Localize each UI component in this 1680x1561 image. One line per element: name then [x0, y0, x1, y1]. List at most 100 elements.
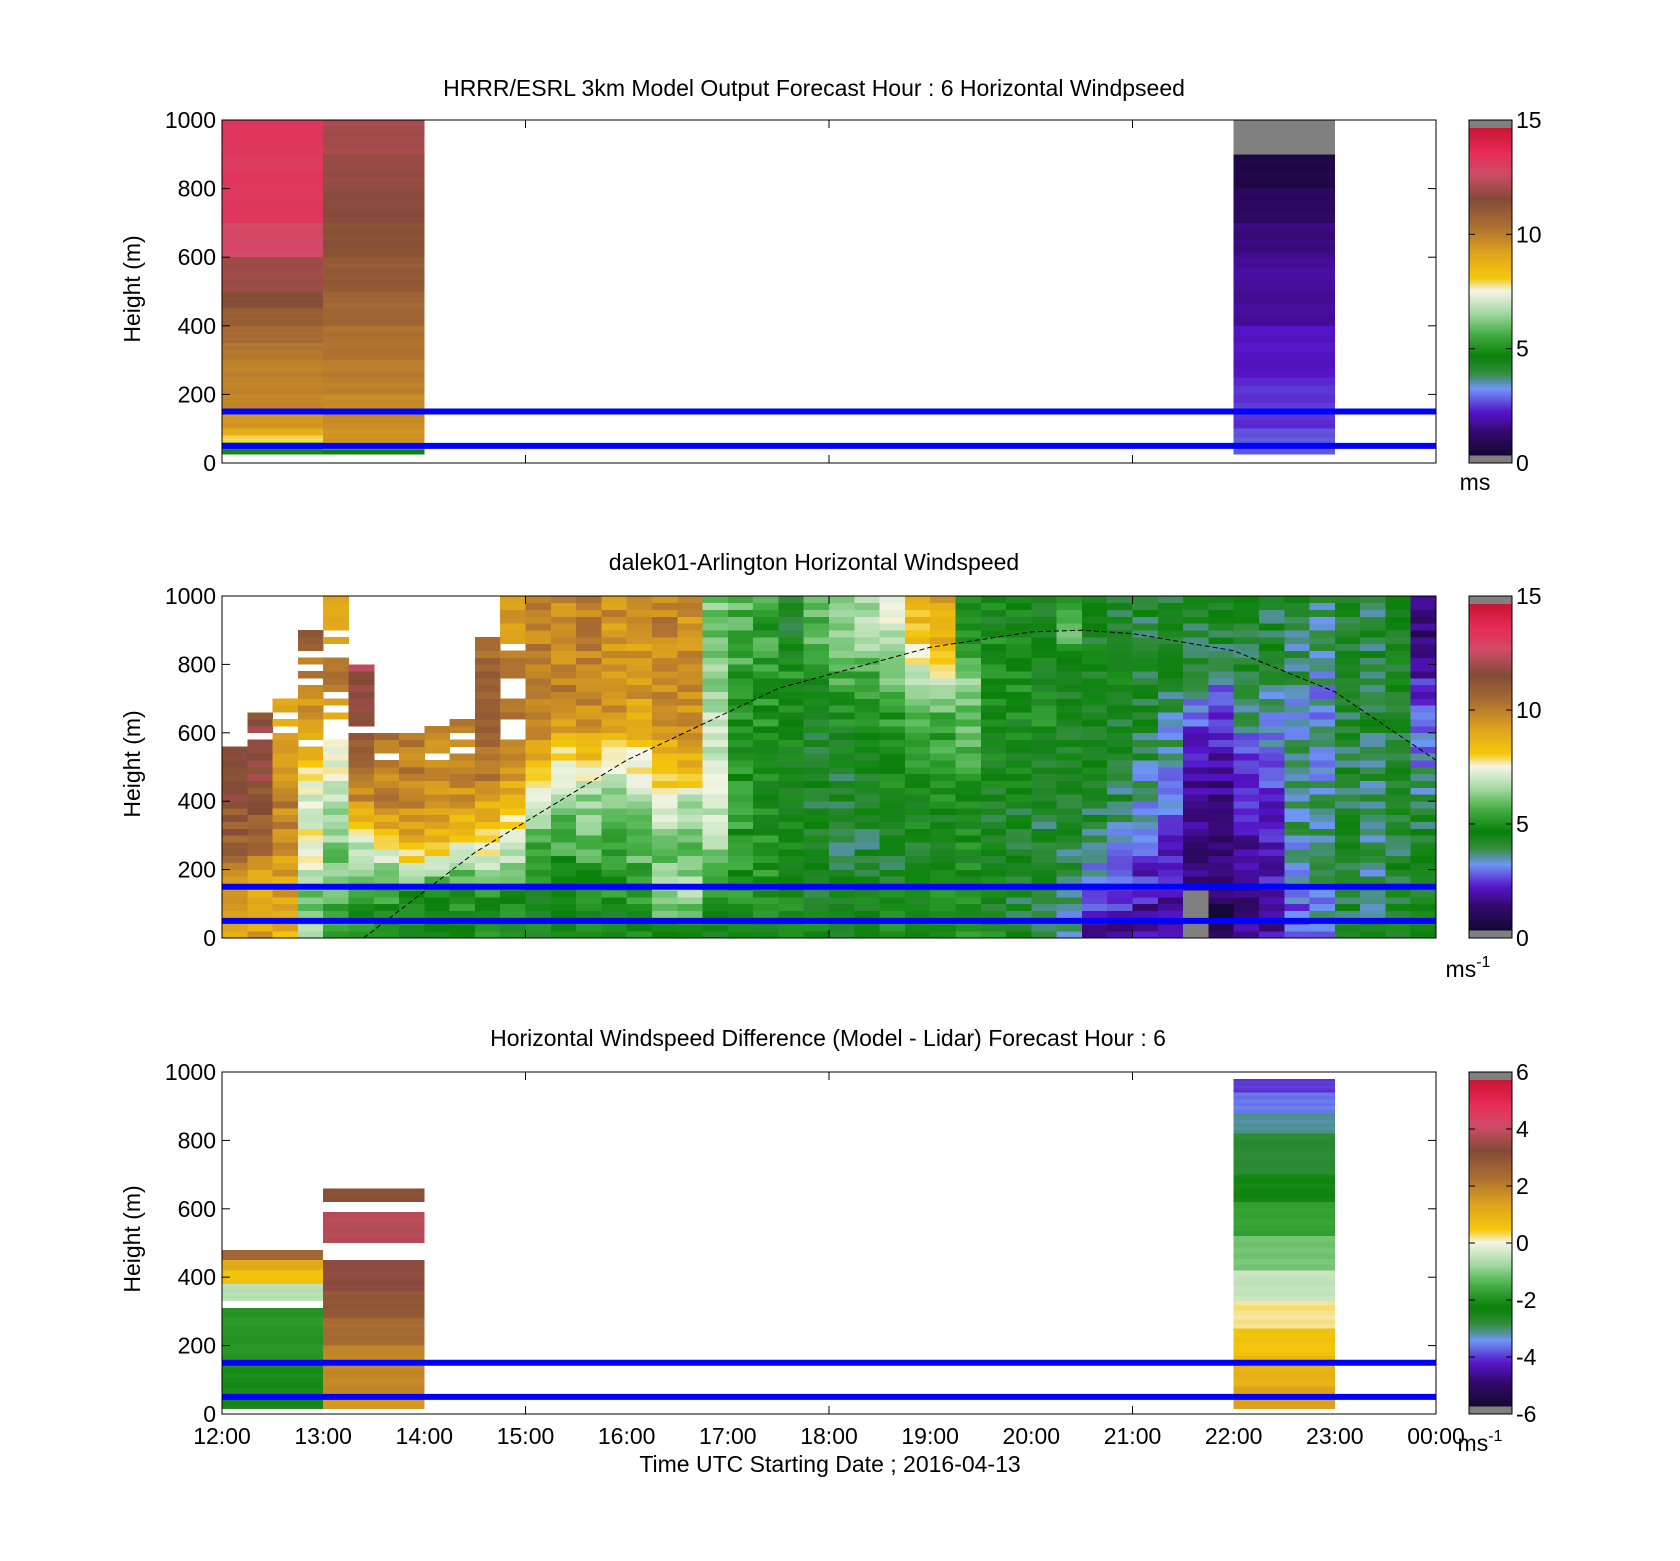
heat-cell	[449, 910, 476, 918]
heat-cell	[1208, 814, 1235, 823]
heat-cell	[1183, 712, 1209, 720]
panel-lidar-colorbar-unit: ms-1	[1446, 954, 1491, 982]
heat-cell	[222, 311, 324, 315]
heat-cell	[474, 739, 501, 747]
heat-cell	[601, 623, 628, 631]
heat-cell	[1334, 931, 1361, 939]
heat-cell	[651, 732, 678, 740]
heat-cell	[955, 698, 982, 706]
colorbar-step	[1469, 185, 1512, 188]
heat-cell	[904, 903, 931, 911]
heat-cell	[753, 760, 779, 768]
heat-cell	[1309, 924, 1336, 932]
heat-cell	[222, 314, 324, 318]
heat-cell	[272, 780, 299, 788]
heat-cell	[1208, 787, 1235, 795]
heat-cell	[1132, 787, 1159, 795]
heat-cell	[778, 719, 805, 727]
heat-cell	[1081, 876, 1108, 884]
heat-cell	[753, 801, 779, 809]
heat-cell	[1284, 842, 1311, 850]
heat-cell	[980, 643, 1007, 652]
heat-cell	[550, 684, 577, 693]
heat-cell	[1081, 794, 1108, 802]
heat-cell	[1309, 787, 1336, 795]
colorbar-step	[1469, 689, 1512, 693]
heat-cell	[904, 869, 931, 877]
heat-cell	[904, 609, 931, 617]
heat-cell	[651, 780, 678, 788]
heat-cell	[879, 821, 906, 829]
heat-cell	[854, 801, 881, 809]
heat-cell	[500, 821, 526, 829]
heat-cell	[829, 855, 855, 864]
heat-cell	[1258, 664, 1285, 672]
heat-cell	[1284, 849, 1311, 857]
colorbar-step	[1469, 608, 1512, 611]
heat-cell	[525, 787, 552, 795]
heat-cell	[424, 924, 451, 932]
heat-cell	[980, 828, 1007, 836]
heat-cell	[449, 787, 476, 795]
heat-cell	[1410, 712, 1437, 720]
heat-cell	[1157, 623, 1184, 631]
colorbar-step	[1469, 264, 1512, 268]
heat-cell	[1385, 732, 1412, 740]
colorbar-step	[1469, 281, 1512, 284]
heat-cell	[525, 808, 552, 816]
colorbar-step	[1469, 422, 1512, 425]
heat-cell	[1006, 637, 1032, 645]
heat-cell	[1132, 616, 1159, 624]
heat-cell	[525, 609, 552, 617]
heat-cell	[1233, 334, 1335, 343]
heat-cell	[1233, 1126, 1335, 1131]
heat-cell	[1233, 314, 1335, 326]
heat-cell	[399, 828, 425, 836]
heat-cell	[449, 876, 476, 884]
heat-cell	[651, 801, 678, 809]
heat-cell	[1208, 630, 1235, 638]
panel-difference-colorbar-unit: ms-1	[1458, 1428, 1503, 1456]
heat-cell	[1334, 739, 1361, 747]
heat-cell	[323, 440, 425, 443]
colorbar-step	[1469, 1212, 1512, 1216]
colorbar-step	[1469, 156, 1512, 160]
heat-cell	[980, 698, 1007, 706]
heat-cell	[702, 746, 729, 754]
heat-cell	[677, 643, 704, 652]
heat-cell	[424, 801, 451, 809]
heat-cell	[702, 671, 729, 679]
heat-cell	[1132, 869, 1159, 877]
heat-cell	[550, 698, 577, 706]
colorbar-step	[1469, 1312, 1512, 1315]
colorbar-step	[1469, 685, 1512, 689]
heat-cell	[1385, 890, 1412, 898]
heat-cell	[222, 1279, 324, 1282]
heat-cell	[550, 602, 577, 610]
heat-cell	[1284, 773, 1311, 781]
heat-cell	[1284, 931, 1311, 939]
heat-cell	[1233, 1280, 1335, 1286]
heat-cell	[626, 650, 653, 658]
colorbar-step	[1469, 158, 1512, 162]
heat-cell	[348, 931, 375, 939]
heat-cell	[1410, 828, 1437, 836]
heat-cell	[1233, 794, 1260, 802]
heat-cell	[1258, 623, 1285, 631]
heat-cell	[829, 896, 855, 905]
heat-cell	[1284, 924, 1311, 932]
heat-cell	[854, 657, 881, 665]
heat-cell	[1233, 160, 1335, 166]
heat-cell	[1309, 705, 1336, 713]
heat-cell	[1157, 869, 1184, 877]
colorbar-step	[1469, 444, 1512, 448]
heat-cell	[829, 753, 855, 761]
colorbar-frame	[1468, 119, 1513, 464]
heat-cell	[1107, 650, 1133, 658]
heat-cell	[1132, 753, 1159, 761]
heat-cell	[1360, 746, 1386, 754]
heat-cell	[222, 400, 324, 403]
heat-cell	[879, 924, 906, 932]
heat-cell	[651, 650, 678, 658]
x-tick-label: 23:00	[1306, 1423, 1364, 1449]
